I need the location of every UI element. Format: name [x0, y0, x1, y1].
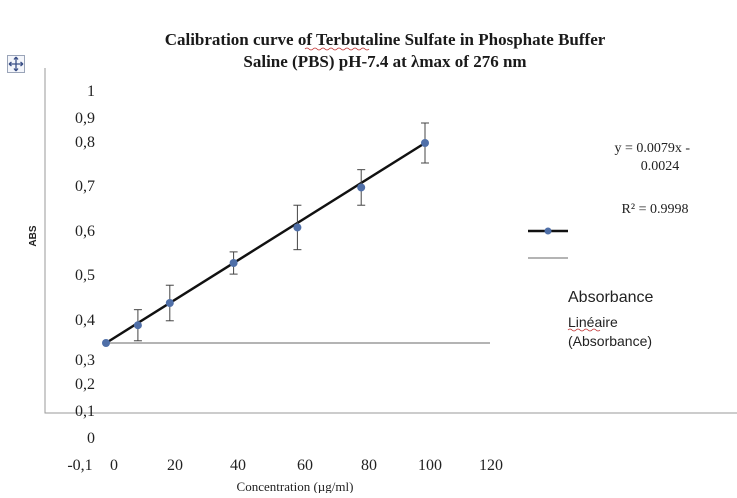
y-tick-label: 0: [87, 430, 95, 447]
y-tick-label: 0,1: [75, 403, 95, 420]
x-tick-label: 100: [418, 457, 442, 474]
data-point: [293, 223, 302, 232]
legend-series-marker: [544, 227, 552, 235]
trend-equation-line1: y = 0.0079x -: [614, 141, 690, 156]
y-tick-labels: 1 0,9 0,8 0,7 0,6 0,5 0,4 0,3 0,2 0,1 0: [75, 83, 95, 447]
data-point: [102, 339, 110, 347]
x-axis-label: Concentration (µg/ml): [237, 479, 354, 493]
legend-entry-absorbance-paren: (Absorbance): [568, 333, 652, 349]
x-tick-label: -0,1: [67, 457, 92, 474]
data-point: [165, 299, 174, 307]
y-tick-label: 0,6: [75, 223, 95, 240]
data-point: [357, 183, 366, 192]
move-handle-icon[interactable]: [7, 55, 25, 73]
trendline: [105, 141, 426, 345]
y-tick-label: 0,4: [75, 312, 95, 329]
data-point: [229, 259, 238, 267]
y-tick-label: 0,9: [75, 110, 95, 127]
x-tick-label: 60: [297, 457, 313, 474]
data-point: [421, 139, 429, 147]
r-squared-label: R² = 0.9998: [622, 202, 689, 217]
y-tick-label: 1: [87, 83, 95, 100]
y-tick-label: 0,3: [75, 352, 95, 369]
legend-entry-lineaire: Linéaire: [568, 314, 618, 330]
x-tick-label: 20: [167, 457, 183, 474]
y-tick-label: 0,8: [75, 134, 95, 151]
x-tick-labels: -0,1 0 20 40 60 80 100 120: [67, 457, 503, 474]
plot-frame: [44, 68, 737, 414]
x-tick-label: 40: [230, 457, 246, 474]
chart-title-line2: Saline (PBS) pH-7.4 at λmax of 276 nm: [243, 52, 526, 71]
data-point: [133, 321, 142, 330]
legend-squiggle: [567, 328, 601, 332]
x-tick-label: 120: [479, 457, 503, 474]
y-tick-label: 0,7: [75, 178, 95, 195]
legend: Absorbance Linéaire (Absorbance): [528, 227, 653, 349]
y-tick-label: 0,2: [75, 376, 95, 393]
legend-entry-absorbance: Absorbance: [568, 289, 653, 306]
y-tick-label: 0,5: [75, 267, 95, 284]
x-tick-label: 0: [110, 457, 118, 474]
trend-equation-line2: 0.0024: [641, 159, 680, 174]
y-axis-label: ABS: [28, 225, 39, 246]
x-tick-label: 80: [361, 457, 377, 474]
spellcheck-squiggle: [304, 47, 370, 51]
chart-title-line1: Calibration curve of Terbutaline Sulfate…: [165, 30, 606, 49]
